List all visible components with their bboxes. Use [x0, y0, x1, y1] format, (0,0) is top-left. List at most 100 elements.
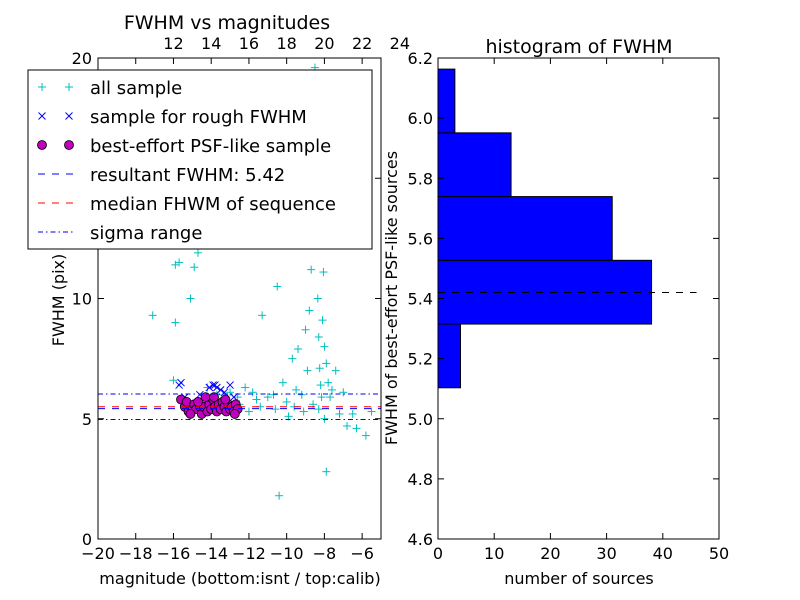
point-plus-66 [244, 407, 253, 416]
top-tick-label: 12 [163, 34, 183, 53]
point-plus-14 [241, 383, 250, 392]
point-plus-55 [361, 431, 370, 440]
point-plus-23 [282, 397, 291, 406]
point-plus-57 [322, 467, 331, 476]
x-tick-label: −16 [157, 544, 191, 563]
legend-marker-1-b [65, 112, 73, 120]
y-tick-label: 10 [72, 290, 92, 309]
point-circle-32 [229, 409, 240, 419]
legend-marker-2-b [64, 140, 74, 150]
scatter-top-ticks: 12 14 16 18 20 22 24 [163, 34, 410, 53]
y-tick-label: 20 [72, 49, 92, 68]
point-x-2 [205, 383, 214, 392]
histogram-y-ticks: 4.6 4.8 5.0 5.2 5.4 5.6 5.8 6.0 6.2 [408, 49, 719, 549]
legend-label-sigma-range: sigma range [90, 223, 202, 244]
point-x-11 [229, 393, 238, 401]
point-x-10 [220, 388, 229, 397]
point-plus-37 [313, 294, 322, 303]
hist-y-tick-label: 5.8 [408, 169, 433, 188]
point-plus-0 [148, 311, 157, 320]
point-plus-59 [314, 405, 323, 414]
legend-box [27, 69, 373, 250]
hist-y-tick-label: 4.6 [408, 530, 433, 549]
histogram-bar-0 [437, 323, 461, 389]
legend-marker-1-a [38, 112, 46, 120]
top-tick-label: 22 [352, 34, 372, 53]
hist-y-tick-label: 4.8 [408, 470, 433, 489]
y-tick-label: 5 [82, 410, 92, 429]
point-plus-47 [326, 393, 335, 402]
point-plus-53 [348, 409, 357, 418]
x-tick-label: −6 [350, 544, 374, 563]
point-circle-29 [220, 394, 231, 405]
point-plus-50 [335, 409, 344, 418]
top-tick-label: 18 [276, 34, 296, 53]
point-plus-54 [352, 424, 361, 433]
point-plus-27 [297, 390, 306, 399]
top-tick-label: 14 [201, 34, 221, 53]
point-plus-45 [322, 359, 331, 368]
histogram-bar-3 [437, 132, 512, 198]
point-plus-6 [186, 294, 195, 303]
point-plus-43 [319, 268, 328, 277]
histogram-bar-2 [437, 196, 613, 261]
scatter-title: FWHM vs magnitudes [124, 12, 330, 34]
point-plus-8 [193, 248, 202, 257]
histogram-panel: 0 10 20 30 40 50 4.64.85.05.25.45.65.86.06.2 … [382, 36, 729, 588]
x-tick-label: −14 [194, 544, 228, 563]
y-tick-label: 0 [82, 530, 92, 549]
histogram-title: histogram of FWHM [485, 36, 672, 58]
hist-y-tick-label: 5.2 [408, 350, 433, 369]
point-plus-52 [343, 421, 352, 430]
top-tick-label: 24 [390, 34, 410, 53]
point-plus-39 [315, 364, 324, 373]
hist-y-tick-label: 6.0 [408, 109, 433, 128]
point-plus-38 [314, 332, 323, 341]
point-plus-56 [367, 407, 376, 416]
point-plus-49 [331, 366, 340, 375]
histogram-bar-4 [437, 68, 456, 134]
point-plus-18 [263, 393, 272, 402]
point-x-7 [226, 381, 234, 389]
histogram-bars [437, 68, 653, 389]
point-plus-25 [292, 385, 301, 394]
point-plus-26 [293, 345, 302, 354]
legend-markers [37, 83, 74, 233]
point-plus-41 [317, 393, 326, 402]
point-plus-15 [248, 388, 257, 397]
legend-marker-2-a [37, 140, 47, 150]
hist-y-tick-label: 5.4 [408, 290, 433, 309]
point-plus-4 [175, 258, 184, 267]
point-x-6 [216, 386, 225, 394]
point-plus-22 [278, 378, 287, 387]
point-plus-2 [171, 318, 180, 327]
legend-marker-0-b [65, 83, 73, 91]
x-tick-label: −20 [81, 544, 115, 563]
hist-x-tick-label: 0 [433, 544, 443, 563]
hist-x-tick-label: 30 [596, 544, 616, 563]
point-plus-20 [273, 282, 282, 291]
point-plus-21 [275, 491, 284, 500]
x-tick-label: −18 [119, 544, 153, 563]
hist-y-tick-label: 5.0 [408, 410, 433, 429]
hist-x-tick-label: 10 [484, 544, 504, 563]
hist-y-tick-label: 6.2 [408, 49, 433, 68]
scatter-x-ticks: −20 −18 −16 −14 −12 −10 −8 −6 [81, 58, 374, 563]
point-plus-46 [324, 378, 333, 387]
legend-label-median-fwhm: median FHWM of sequence [90, 194, 336, 215]
histogram-x-label: number of sources [504, 569, 654, 588]
legend-label-all-sample: all sample [90, 78, 182, 99]
point-plus-51 [339, 388, 348, 397]
x-tick-label: −8 [313, 544, 337, 563]
point-x-1 [177, 378, 185, 387]
point-plus-31 [307, 265, 316, 274]
legend-label-psf-like: best-effort PSF-like sample [90, 136, 331, 157]
histogram-x-ticks: 0 10 20 30 40 50 [433, 58, 729, 563]
point-plus-12 [226, 388, 235, 397]
scatter-x-label: magnitude (bottom:isnt / top:calib) [99, 569, 380, 588]
x-tick-label: −10 [270, 544, 304, 563]
legend: all sample sample for rough FWHM best-ef… [27, 69, 373, 250]
hist-x-tick-label: 20 [540, 544, 560, 563]
point-plus-30 [305, 306, 314, 315]
